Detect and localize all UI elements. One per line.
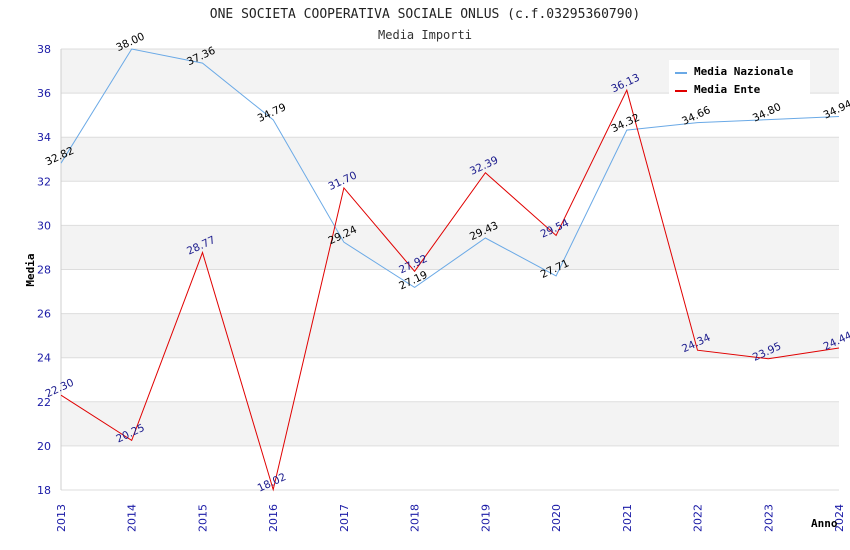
x-axis-label: Anno	[811, 517, 838, 530]
y-tick-label: 34	[37, 131, 51, 144]
x-tick-label: 2022	[692, 504, 705, 532]
series-line-ente	[60, 88, 840, 492]
plot-band	[61, 137, 839, 182]
x-tick-label: 2017	[338, 504, 351, 532]
x-tick-label: 2023	[762, 504, 775, 532]
y-tick-label: 38	[37, 43, 51, 56]
x-tick-label: 2013	[55, 504, 68, 532]
plot-band	[61, 93, 839, 138]
y-tick-label: 20	[37, 440, 51, 453]
legend-label-ente: Media Ente	[694, 83, 761, 96]
y-tick-label: 30	[37, 219, 51, 232]
x-axis-ticks: 2013 2014 2015 2016 2017 2018 2019 2020 2021 2022…	[55, 504, 846, 532]
y-tick-label: 26	[37, 308, 51, 321]
legend: Media Nazionale Media Ente	[669, 60, 810, 98]
x-tick-label: 2020	[550, 504, 563, 532]
plot-band	[61, 269, 839, 314]
y-tick-label: 18	[37, 484, 51, 497]
plot-band	[61, 357, 839, 402]
legend-box	[669, 60, 810, 98]
y-tick-label: 24	[37, 352, 51, 365]
x-tick-label: 2016	[267, 504, 280, 532]
gridlines	[60, 48, 839, 491]
y-tick-label: 22	[37, 396, 51, 409]
plot-band	[61, 401, 839, 446]
x-tick-label: 2024	[833, 504, 846, 532]
chart-title: ONE SOCIETA COOPERATIVA SOCIALE ONLUS (c…	[210, 7, 640, 22]
x-tick-label: 2015	[196, 504, 209, 532]
series-line-nazionale	[60, 48, 840, 289]
y-tick-label: 28	[37, 264, 51, 277]
x-tick-label: 2021	[621, 504, 634, 532]
plot-band	[61, 313, 839, 358]
legend-label-nazionale: Media Nazionale	[694, 65, 794, 78]
y-axis-label: Media	[24, 253, 37, 286]
plot-background	[61, 49, 839, 490]
x-tick-label: 2019	[479, 504, 492, 532]
x-tick-label: 2018	[409, 504, 422, 532]
y-tick-label: 36	[37, 87, 51, 100]
x-tick-label: 2014	[126, 504, 139, 532]
chart-subtitle: Media Importi	[378, 28, 472, 42]
plot-band	[61, 445, 839, 490]
plot-band	[61, 181, 839, 226]
y-tick-label: 32	[37, 175, 51, 188]
series-lines	[60, 48, 840, 492]
y-axis-ticks: 18 20 22 24 26 28 30 32 34 36 38	[37, 43, 51, 497]
